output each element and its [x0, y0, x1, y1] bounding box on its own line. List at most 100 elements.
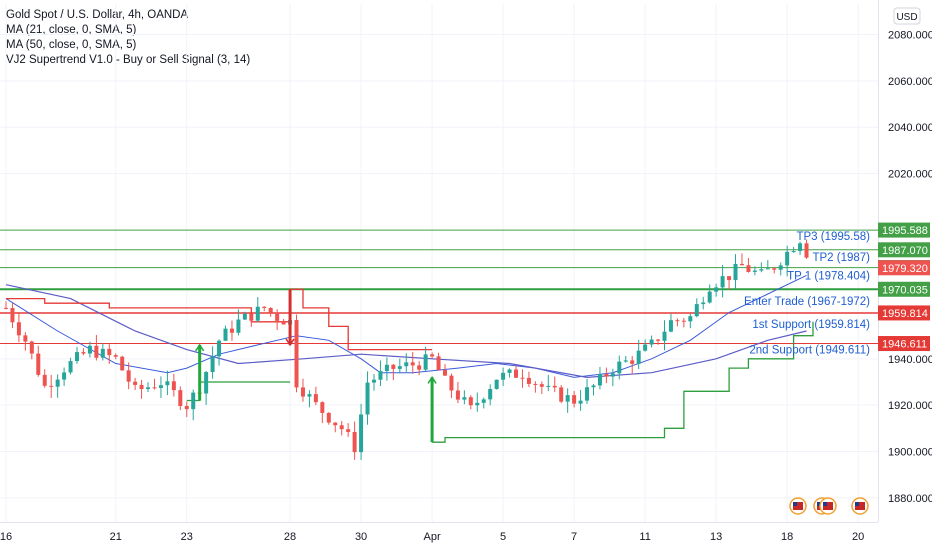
candle-body: [720, 276, 725, 288]
candle-body: [191, 392, 196, 410]
supertrend-up: [186, 381, 291, 402]
candle-body: [578, 400, 583, 404]
candle-body: [313, 394, 318, 403]
price-tag-label: 1987.070: [882, 245, 928, 257]
candle-body: [481, 399, 486, 403]
candle-body: [694, 304, 699, 317]
candle-body: [617, 361, 622, 374]
candle-body: [10, 308, 15, 323]
candle-body: [268, 307, 273, 313]
candle-body: [688, 316, 693, 322]
candle-body: [294, 320, 299, 388]
price-tag: [878, 336, 930, 352]
price-tag: [878, 260, 930, 276]
level-annotation: 1st Support (1959.814): [752, 319, 870, 331]
candle-body: [436, 356, 441, 371]
price-axis: 2080.000 2060.000 2040.000 2020.000 1940.000…: [878, 0, 932, 550]
candle-body: [468, 397, 473, 406]
level-annotation: 2nd Support (1949.611): [749, 345, 870, 357]
candle-body: [759, 269, 764, 271]
candle-body: [565, 395, 570, 402]
price-tick-label: 2020.000: [888, 169, 932, 181]
candle-body: [126, 370, 131, 382]
candle-body: [184, 405, 189, 410]
candle-body: [81, 352, 86, 354]
candle-body: [378, 371, 383, 380]
ma50-line: [5, 284, 807, 379]
candle-body: [68, 361, 73, 373]
candle-body: [165, 381, 170, 386]
candle-body: [359, 414, 364, 453]
event-flag-stripe: [793, 502, 803, 510]
candle-body: [249, 313, 254, 321]
time-tick-label: 28: [284, 531, 296, 543]
candle-body: [514, 369, 519, 378]
gridlines: [0, 4, 878, 522]
candle-body: [352, 431, 357, 453]
candle-body: [662, 331, 667, 341]
candle-body: [765, 268, 770, 270]
candle-body: [410, 362, 415, 366]
candle-body: [171, 381, 176, 391]
candle-body: [339, 425, 344, 430]
price-tag-label: 1959.814: [882, 308, 928, 320]
chart-legend: Gold Spot / U.S. Dollar, 4h, OANDA MA (2…: [6, 8, 250, 68]
supertrend-up: [432, 321, 814, 443]
candle-body: [455, 390, 460, 400]
candle-body: [610, 373, 615, 377]
candle-body: [55, 379, 60, 387]
candle-body: [597, 374, 602, 386]
candle-body: [746, 265, 751, 272]
candle-body: [236, 319, 241, 333]
indicator-ma50[interactable]: MA (50, close, 0, SMA, 5): [6, 39, 137, 51]
candle-body: [572, 395, 577, 404]
candle-body: [204, 372, 209, 394]
candle-body: [107, 348, 112, 356]
candle-body: [591, 385, 596, 388]
candle-body: [242, 313, 247, 320]
candle-body: [585, 387, 590, 401]
price-tick-label: 1940.000: [888, 354, 932, 366]
candle-body: [346, 429, 351, 432]
candle-body: [552, 385, 557, 388]
event-flag-canton: [823, 502, 827, 506]
time-tick-label: 5: [500, 531, 506, 543]
candle-body: [739, 263, 744, 266]
level-annotation: TP 1 (1978.404): [787, 270, 870, 282]
price-tag-label: 1970.035: [882, 284, 928, 296]
candle-body: [643, 344, 648, 351]
ma21-line: [5, 274, 807, 378]
candle-body: [714, 287, 719, 292]
time-tick-label: 7: [571, 531, 577, 543]
price-tick-label: 1880.000: [888, 493, 932, 505]
indicator-supertrend[interactable]: VJ2 Supertrend V1.0 - Buy or Sell Signal…: [6, 54, 251, 66]
candle-body: [656, 339, 661, 341]
candle-body: [675, 320, 680, 322]
candle-body: [488, 388, 493, 400]
candle-body: [275, 312, 280, 321]
candle-body: [333, 422, 338, 426]
event-flag-stripe: [855, 502, 865, 510]
buy-signal-arrow: [427, 376, 437, 384]
candle-body: [365, 382, 370, 415]
candle-body: [520, 377, 525, 379]
candle-body: [668, 320, 673, 332]
event-flag-canton: [793, 502, 797, 506]
candle-body: [36, 353, 41, 375]
time-tick-label: Apr: [424, 531, 441, 543]
candles: [3, 239, 809, 461]
indicator-ma21[interactable]: MA (21, close, 0, SMA, 5): [6, 24, 137, 36]
price-tick-label: 2040.000: [888, 122, 932, 134]
candle-body: [217, 340, 222, 357]
candle-body: [133, 381, 138, 385]
candle-body: [681, 320, 686, 322]
candle-body: [229, 328, 234, 333]
signals: [195, 289, 437, 443]
candle-body: [281, 320, 286, 325]
supertrend-down: [6, 297, 291, 323]
candle-body: [371, 379, 376, 383]
candle-body: [100, 348, 105, 358]
level-annotation: TP2 (1987): [812, 252, 870, 264]
candle-body: [62, 372, 67, 380]
